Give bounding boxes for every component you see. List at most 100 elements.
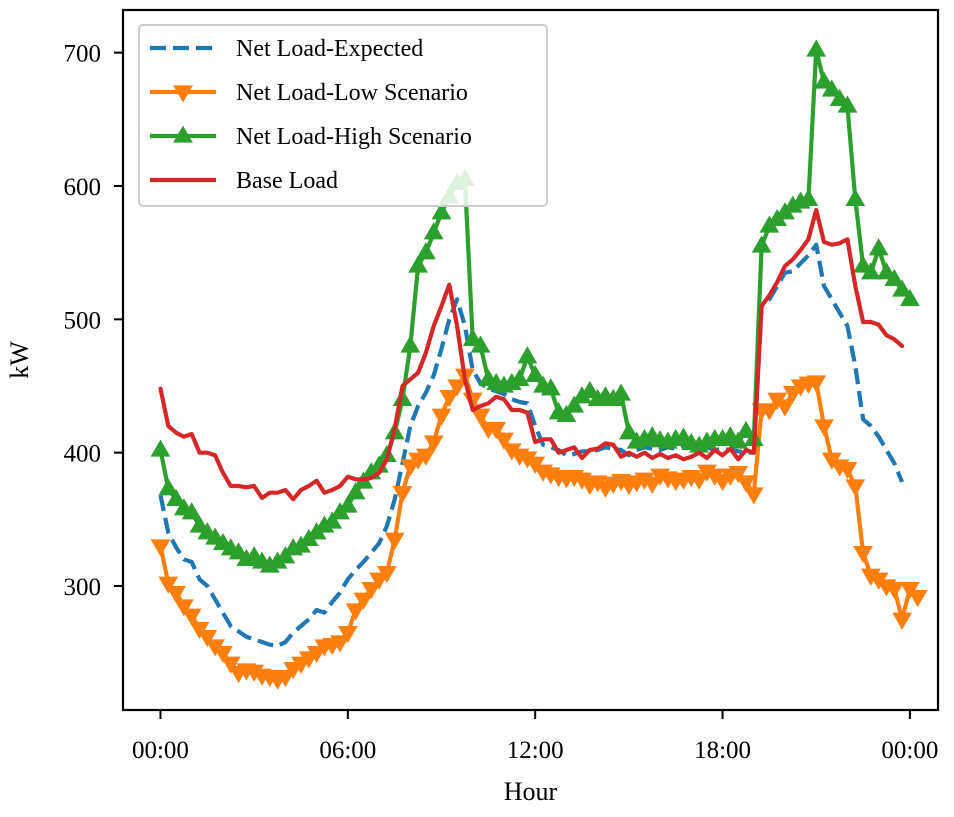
series-point — [337, 625, 358, 644]
series-point — [884, 581, 905, 600]
y-tick-label: 600 — [64, 174, 102, 201]
y-tick-label: 400 — [64, 441, 102, 468]
series-point — [689, 472, 710, 490]
legend-label: Net Load-Low Scenario — [236, 80, 468, 106]
series-point — [353, 592, 374, 610]
series-point — [275, 669, 296, 688]
series-point — [907, 589, 928, 608]
series-point — [743, 487, 764, 505]
series-point — [618, 422, 639, 440]
x-axis: 00:00 06:00 12:00 18:00 00:00 — [132, 710, 938, 764]
legend-label: Net Load-Expected — [236, 36, 423, 62]
legend-item: Base Load — [150, 168, 338, 194]
series-point — [814, 419, 834, 437]
series-point — [892, 279, 912, 297]
series-point — [181, 608, 202, 626]
series-point — [494, 432, 514, 450]
series-point — [579, 380, 600, 399]
series-2 — [150, 39, 920, 573]
x-tick-label: 12:00 — [507, 737, 564, 764]
series-point — [337, 495, 358, 513]
legend-item: Net Load-High Scenario — [150, 124, 472, 150]
series-point — [517, 346, 538, 364]
series-point — [220, 656, 241, 674]
series-line — [158, 242, 905, 649]
series-point — [470, 408, 491, 426]
plot-area — [150, 39, 928, 690]
y-tick-label: 700 — [64, 41, 102, 68]
series-point — [400, 335, 421, 353]
series-point — [330, 635, 350, 653]
series-point — [814, 71, 834, 89]
series-point — [892, 612, 912, 630]
legend-item: Net Load-Expected — [150, 36, 423, 62]
series-point — [728, 431, 749, 449]
series-point — [345, 603, 366, 621]
series-point — [845, 479, 866, 497]
series-point — [439, 389, 460, 408]
series-point — [736, 475, 756, 493]
legend-marker — [173, 85, 193, 103]
legend: Net Load-Expected Net Load-Low Scenario Ne… — [138, 24, 548, 207]
series-point — [392, 485, 413, 504]
series-point — [376, 565, 397, 584]
legend-label: Net Load-High Scenario — [236, 124, 472, 150]
series-point — [860, 262, 881, 280]
series-point — [556, 404, 577, 423]
series-point — [416, 242, 436, 260]
series-point — [384, 532, 405, 550]
x-tick-label: 18:00 — [694, 737, 751, 764]
series-point — [775, 399, 795, 417]
series-line — [158, 373, 920, 682]
series-point — [837, 461, 858, 480]
series-point — [868, 238, 889, 256]
series-point — [158, 576, 179, 594]
series-point — [821, 79, 842, 97]
x-tick-label: 00:00 — [881, 737, 938, 764]
series-point — [837, 95, 858, 113]
series-point — [611, 383, 631, 401]
series-point — [181, 502, 202, 520]
series-point — [798, 188, 819, 207]
y-tick-label: 300 — [64, 574, 102, 601]
series-layer — [150, 39, 928, 690]
series-point — [408, 255, 428, 273]
series-point — [345, 482, 366, 500]
series-point — [361, 581, 382, 600]
series-point — [884, 268, 905, 287]
series-point — [423, 435, 444, 453]
series-point — [416, 448, 436, 466]
series-point — [642, 476, 663, 494]
series-point — [525, 364, 546, 383]
x-tick-label: 06:00 — [319, 737, 376, 764]
series-point — [736, 420, 756, 439]
series-point — [728, 465, 749, 484]
series-point — [213, 645, 233, 664]
series-point — [322, 511, 343, 529]
series-point — [751, 235, 772, 253]
series-point — [150, 539, 171, 557]
series-point — [166, 585, 186, 604]
x-tick-label: 00:00 — [132, 737, 189, 764]
series-point — [150, 439, 171, 457]
series-point — [423, 222, 444, 240]
series-point — [759, 403, 780, 421]
series-point — [447, 379, 468, 397]
series-point — [158, 478, 179, 496]
series-point — [431, 202, 452, 220]
series-point — [166, 488, 186, 507]
series-point — [853, 545, 873, 564]
x-axis-label: Hour — [504, 777, 558, 806]
y-axis-label: kW — [5, 341, 34, 379]
series-0 — [158, 242, 905, 649]
series-3 — [158, 207, 905, 502]
y-tick-label: 500 — [64, 307, 102, 334]
series-1 — [150, 368, 928, 690]
plot-frame — [121, 8, 940, 712]
series-point — [540, 378, 561, 396]
series-point — [470, 335, 491, 353]
series-point — [486, 421, 507, 440]
legend-box — [138, 24, 548, 207]
legend-label: Base Load — [236, 168, 338, 194]
y-axis: 300 400 500 600 700 — [64, 41, 123, 601]
